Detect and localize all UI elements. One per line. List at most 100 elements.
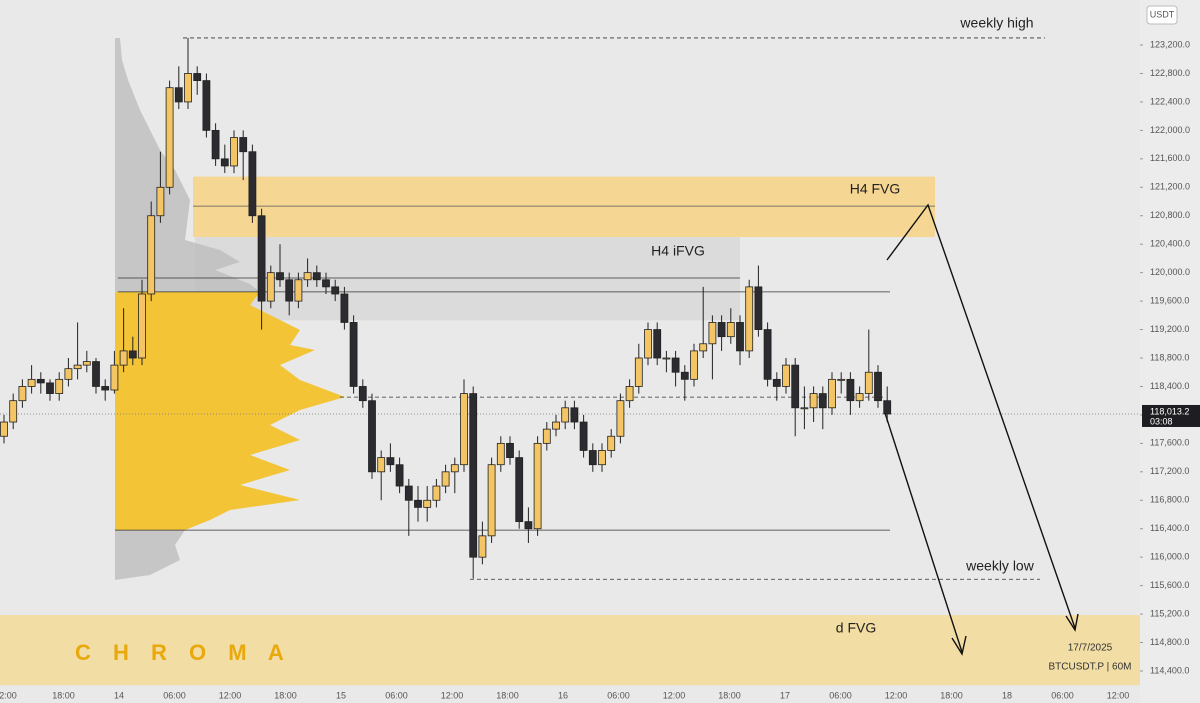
x-tick-label: 14 bbox=[114, 690, 124, 700]
candle-body bbox=[432, 485, 441, 501]
y-tick-label: 116,400.0 bbox=[1150, 523, 1189, 533]
candle-body bbox=[524, 521, 533, 530]
y-axis: 114,400.0 114,800.0 115,200.0 115,600.0 116,… bbox=[1140, 39, 1190, 675]
candle-body bbox=[726, 322, 735, 338]
x-tick-label: 06:00 bbox=[829, 690, 852, 700]
price-axis bbox=[1140, 0, 1200, 703]
candle-body bbox=[64, 368, 73, 380]
candle-body bbox=[828, 378, 836, 409]
candle-body bbox=[82, 361, 91, 366]
candle-body bbox=[202, 80, 211, 131]
candle-body bbox=[147, 215, 156, 295]
x-tick-label: 18:00 bbox=[940, 690, 963, 700]
candle-body bbox=[552, 421, 560, 430]
currency-badge bbox=[1146, 5, 1178, 25]
y-tick-label: 119,600.0 bbox=[1150, 295, 1189, 305]
candle-body bbox=[386, 457, 395, 466]
candle-body bbox=[156, 186, 165, 217]
x-tick-label: 12:00 bbox=[441, 690, 464, 700]
candle-body bbox=[119, 350, 128, 366]
candle-body bbox=[92, 361, 100, 387]
y-tick-label: 120,400.0 bbox=[1150, 239, 1190, 249]
candle-body bbox=[506, 442, 514, 458]
candle-body bbox=[193, 73, 202, 81]
candle-body bbox=[358, 386, 367, 402]
candle-body bbox=[441, 471, 450, 487]
candle-body bbox=[745, 286, 754, 352]
candle-body bbox=[671, 357, 680, 373]
candle-body bbox=[340, 293, 349, 323]
x-tick-label: 18:00 bbox=[274, 690, 297, 700]
x-tick-label: 12:00 bbox=[663, 690, 686, 700]
candle-body bbox=[276, 272, 284, 281]
arrow-path bbox=[884, 412, 963, 653]
x-tick-label: 18:00 bbox=[496, 690, 519, 700]
x-tick-label: 06:00 bbox=[607, 690, 630, 700]
candle-body bbox=[487, 464, 496, 537]
candle-body bbox=[230, 137, 238, 167]
x-tick-label: 12:00 bbox=[885, 690, 908, 700]
candle-body bbox=[331, 286, 340, 295]
y-tick-label: 116,800.0 bbox=[1150, 495, 1189, 505]
candle-body bbox=[579, 421, 588, 451]
candle-body bbox=[46, 382, 54, 394]
y-tick-label: 114,800.0 bbox=[1150, 637, 1189, 647]
candle-body bbox=[625, 386, 634, 402]
candle-body bbox=[874, 371, 882, 402]
candle-body bbox=[138, 293, 146, 359]
y-tick-label: 115,600.0 bbox=[1150, 580, 1189, 590]
candle-body bbox=[616, 400, 625, 437]
y-tick-label: 120,000.0 bbox=[1150, 267, 1190, 277]
candle-body bbox=[791, 364, 800, 409]
volume-profile-value-area bbox=[115, 292, 345, 530]
y-tick-label: 119,200.0 bbox=[1150, 324, 1189, 334]
candle-body bbox=[9, 400, 18, 423]
x-tick-label: 15 bbox=[336, 690, 346, 700]
candle-body bbox=[763, 329, 772, 380]
candle-body bbox=[736, 322, 744, 352]
candle-body bbox=[312, 272, 321, 281]
candle-body bbox=[349, 322, 358, 387]
candle-body bbox=[754, 286, 763, 330]
zone bbox=[193, 176, 935, 238]
candle-body bbox=[395, 464, 404, 487]
y-tick-label: 118,800.0 bbox=[1150, 352, 1189, 362]
candle-body bbox=[644, 329, 652, 359]
candle-body bbox=[165, 87, 174, 188]
level-label: weekly low bbox=[965, 558, 1035, 574]
candle-body bbox=[680, 371, 689, 380]
y-tick-label: 122,000.0 bbox=[1150, 125, 1190, 135]
candle-body bbox=[690, 350, 698, 380]
candle-body bbox=[662, 357, 671, 360]
y-tick-label: 122,400.0 bbox=[1150, 96, 1190, 106]
candle-body bbox=[883, 400, 892, 415]
y-tick-label: 114,400.0 bbox=[1150, 665, 1189, 675]
candle-body bbox=[128, 350, 137, 359]
y-tick-label: 115,200.0 bbox=[1150, 608, 1189, 618]
y-tick-label: 116,000.0 bbox=[1150, 552, 1189, 562]
projection-arrows bbox=[884, 203, 1079, 656]
candle-body bbox=[239, 137, 248, 153]
candles bbox=[0, 37, 892, 579]
candle-body bbox=[414, 499, 422, 508]
candle-body bbox=[285, 279, 294, 302]
x-tick-label: 12:00 bbox=[219, 690, 242, 700]
last-price-badge bbox=[1142, 404, 1200, 427]
arrow-head bbox=[951, 635, 967, 656]
candle-body bbox=[322, 279, 330, 288]
countdown: 03:08 bbox=[1150, 416, 1173, 426]
candle-body bbox=[864, 371, 873, 394]
watermark: C H R O M A bbox=[75, 640, 292, 665]
x-tick-label: 06:00 bbox=[385, 690, 408, 700]
candle-body bbox=[27, 378, 36, 387]
candle-body bbox=[653, 329, 662, 359]
candle-body bbox=[515, 457, 524, 523]
x-tick-label: 06:00 bbox=[163, 690, 186, 700]
candle-body bbox=[708, 322, 717, 345]
candle-body bbox=[469, 393, 478, 558]
arrow-head bbox=[1065, 613, 1079, 632]
candle-body bbox=[36, 378, 45, 384]
last-price-label: 118,013.2 bbox=[1150, 406, 1189, 416]
candle-body bbox=[855, 393, 864, 402]
